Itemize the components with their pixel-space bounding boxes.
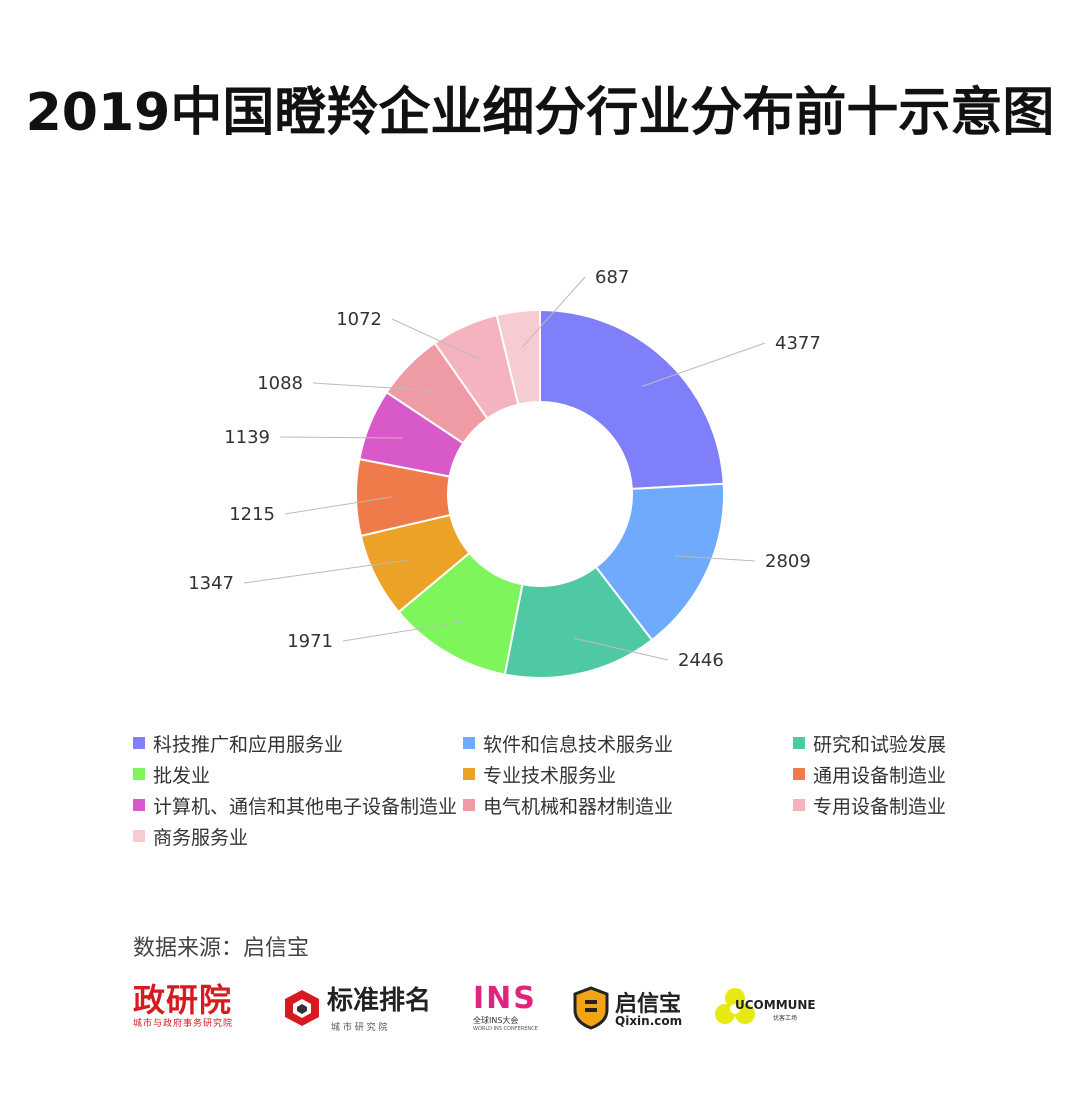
biaozhun-icon: [285, 990, 319, 1026]
legend-swatch: [133, 737, 145, 749]
legend-swatch: [463, 799, 475, 811]
legend-item: 专用设备制造业: [793, 793, 947, 818]
legend-item: 批发业: [133, 762, 211, 787]
data-label: 2446: [678, 650, 724, 671]
leader-line: [284, 496, 393, 515]
legend-item: 科技推广和应用服务业: [133, 731, 344, 756]
legend-swatch: [793, 799, 805, 811]
leader-line: [243, 559, 408, 584]
legend-item: 商务服务业: [133, 824, 249, 849]
legend-swatch: [133, 768, 145, 780]
data-label: 1088: [257, 373, 303, 394]
legend-label: 通用设备制造业: [813, 764, 947, 787]
legend-label: 科技推广和应用服务业: [153, 733, 344, 756]
legend-item: 通用设备制造业: [793, 762, 947, 787]
legend-label: 研究和试验发展: [813, 733, 947, 756]
legend-item: 专业技术服务业: [463, 762, 617, 787]
legend-swatch: [463, 768, 475, 780]
qixin-logo: 启信宝 Qixin.com: [573, 982, 703, 1038]
data-label: 4377: [775, 333, 821, 354]
legend-label: 专业技术服务业: [483, 764, 617, 787]
leader-line: [522, 276, 586, 348]
leader-line: [279, 436, 404, 439]
legend-swatch: [793, 737, 805, 749]
data-label: 1971: [287, 631, 333, 652]
legend-swatch: [133, 830, 145, 842]
legend-item: 软件和信息技术服务业: [463, 731, 674, 756]
legend-swatch: [793, 768, 805, 780]
legend-label: 软件和信息技术服务业: [483, 733, 674, 756]
data-source: 数据来源：启信宝: [133, 936, 310, 961]
data-label: 2809: [765, 551, 811, 572]
data-label: 1215: [229, 504, 275, 525]
data-label: 1072: [336, 309, 382, 330]
qixin-shield-icon: [573, 986, 609, 1030]
data-label: 1139: [224, 427, 270, 448]
zhengyanyuan-logo: 政研院 城市与政府事务研究院: [133, 981, 234, 1029]
leader-line: [573, 637, 669, 661]
legend-label: 专用设备制造业: [813, 795, 947, 818]
legend-swatch: [133, 799, 145, 811]
donut-slice: [495, 308, 541, 406]
data-label: 687: [595, 267, 629, 288]
ucommune-icon: [715, 988, 755, 1024]
legend-swatch: [463, 737, 475, 749]
legend-label: 电气机械和器材制造业: [483, 795, 674, 818]
data-label: 1347: [188, 573, 234, 594]
leader-line: [641, 342, 766, 387]
leader-line: [312, 382, 435, 392]
ins-logo: INS 全球INS大会 WORLD INS CONFERENCE: [473, 981, 538, 1033]
legend-label: 商务服务业: [153, 826, 249, 849]
legend-label: 计算机、通信和其他电子设备制造业: [153, 795, 458, 818]
legend-item: 电气机械和器材制造业: [463, 793, 674, 818]
logo-bar: 政研院 城市与政府事务研究院 标准排名 城 市 研 究 院 INS 全球INS大…: [133, 982, 833, 1042]
leader-line: [391, 318, 480, 360]
donut-slice: [539, 308, 725, 490]
biaozhun-logo: 标准排名 城 市 研 究 院: [283, 982, 453, 1038]
leader-line: [342, 620, 465, 642]
chart-title: 2019中国瞪羚企业细分行业分布前十示意图: [25, 83, 1055, 143]
leader-line: [674, 555, 756, 562]
legend-item: 研究和试验发展: [793, 731, 947, 756]
legend-item: 计算机、通信和其他电子设备制造业: [133, 793, 458, 818]
legend-label: 批发业: [153, 764, 211, 787]
ucommune-logo: UCOMMUNE 优客工场: [713, 982, 823, 1038]
